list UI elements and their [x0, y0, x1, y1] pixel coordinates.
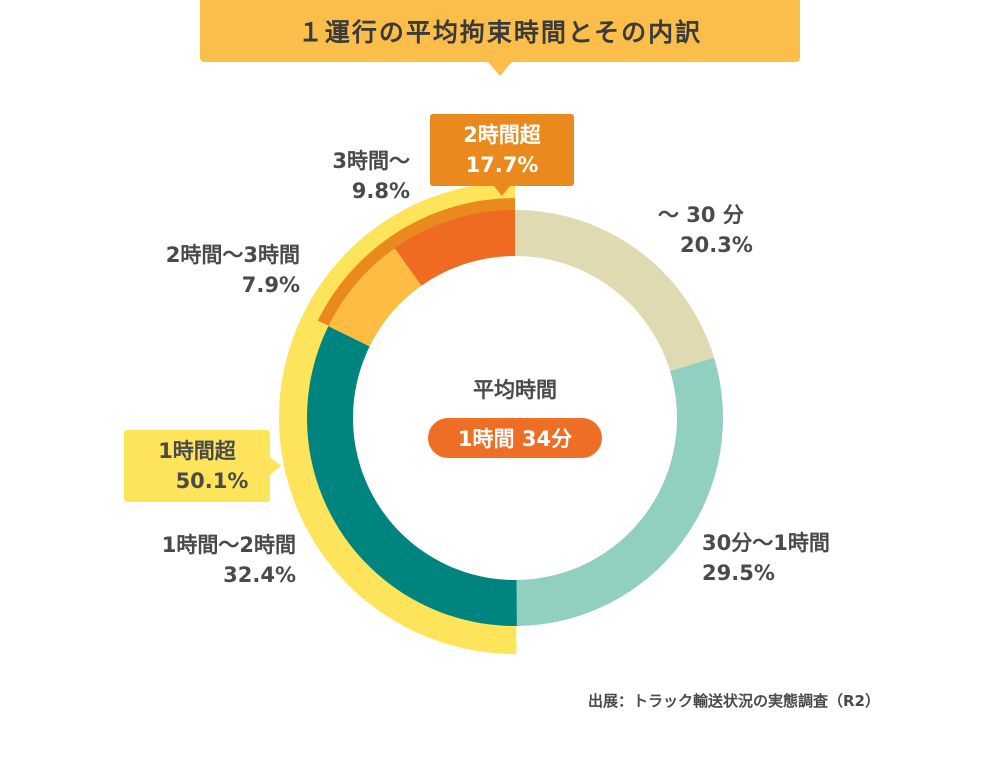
label-under-30min: ～ 30 分 20.3%	[650, 200, 753, 260]
slice-1h-2h	[306, 326, 517, 626]
label-over-3h-value: 9.8%	[351, 179, 410, 203]
chart-title: １運行の平均拘束時間とその内訳	[297, 18, 703, 47]
callout-over-1h-pointer	[270, 457, 281, 475]
label-30min-1h-value: 29.5%	[702, 561, 775, 585]
callout-over-1h: 1時間超 50.1%	[124, 430, 270, 502]
title-pointer	[488, 62, 512, 76]
callout-over-1h-value: 50.1%	[175, 469, 249, 493]
callout-over-1h-name: 1時間超	[158, 439, 236, 463]
chart-title-banner: １運行の平均拘束時間とその内訳	[200, 0, 800, 62]
slice-2h-3h	[328, 248, 422, 347]
center-label: 平均時間	[473, 378, 557, 402]
callout-over-2h-value: 17.7%	[465, 153, 539, 177]
center-value-pill: 1時間 34分	[428, 418, 602, 458]
source-note: 出展：トラック輸送状況の実態調査（R2）	[588, 692, 880, 710]
slice-30min-1h	[516, 357, 724, 626]
label-30min-1h: 30分～1時間 29.5%	[702, 528, 830, 588]
callout-over-2h-name: 2時間超	[463, 123, 541, 147]
label-2h-3h: 2時間～3時間 7.9%	[100, 240, 300, 300]
label-1h-2h-value: 32.4%	[223, 563, 296, 587]
label-under-30min-value: 20.3%	[680, 233, 753, 257]
label-1h-2h-name: 1時間～2時間	[161, 533, 296, 557]
callout-over-2h-pointer	[494, 186, 510, 196]
donut-slices	[306, 210, 724, 626]
label-under-30min-name: ～ 30 分	[658, 203, 744, 227]
slice-over-3h	[394, 210, 515, 286]
label-1h-2h: 1時間～2時間 32.4%	[96, 530, 296, 590]
slice-under-30min	[515, 210, 715, 372]
label-2h-3h-name: 2時間～3時間	[165, 243, 300, 267]
center-value: 1時間 34分	[457, 427, 573, 451]
label-30min-1h-name: 30分～1時間	[702, 531, 830, 555]
label-over-3h: 3時間～ 9.8%	[240, 146, 410, 206]
callout-over-2h: 2時間超 17.7%	[430, 114, 574, 186]
group-arcs	[279, 182, 517, 654]
label-over-3h-name: 3時間～	[332, 149, 410, 173]
label-2h-3h-value: 7.9%	[241, 273, 300, 297]
arc-over-2h	[317, 198, 515, 327]
